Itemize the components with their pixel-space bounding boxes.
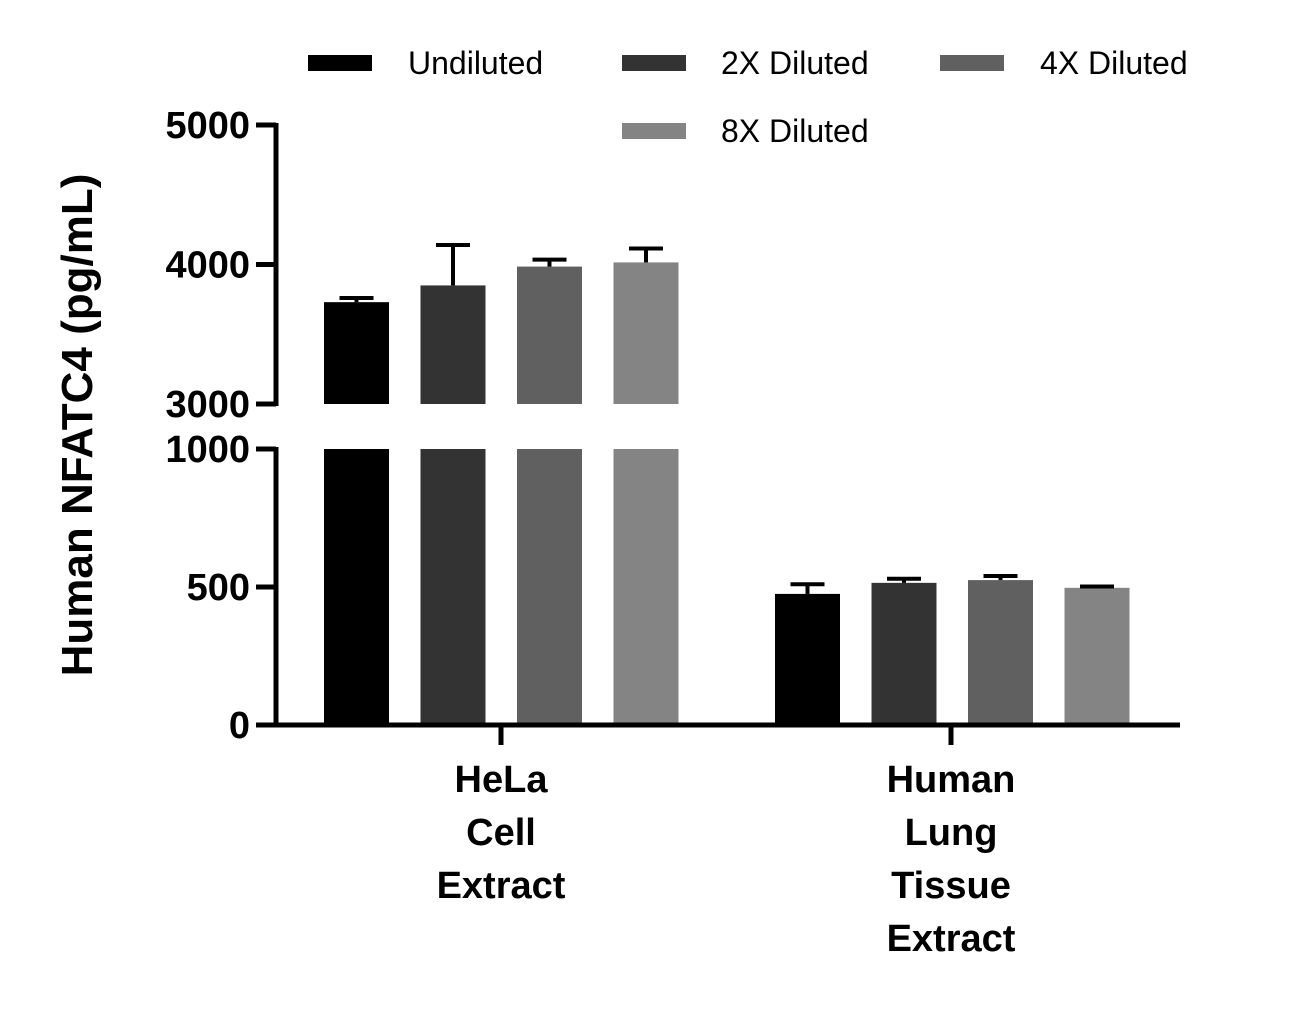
axes [256,123,1180,745]
legend-item-8x-diluted: 8X Diluted [622,113,869,149]
bar-2x-diluted-group-2 [871,582,937,725]
bar-2x-diluted-group-1 [420,285,486,404]
legend-item-undiluted: Undiluted [308,45,543,81]
legend-swatch-undiluted [308,55,372,71]
legend-label-2x-diluted: 2X Diluted [721,45,869,81]
bar-undiluted-group-2 [775,593,840,725]
bar-8x-diluted-group-1 [613,262,679,404]
bar-undiluted-group-1-lower [324,449,389,725]
error-bars [339,242,1114,594]
x-category-label-1: HeLa Cell Extract [437,759,566,907]
legend: Undiluted 2X Diluted 4X Diluted 8X Diluted [308,45,1188,149]
legend-swatch-2x-diluted [622,55,686,71]
legend-label-4x-diluted: 4X Diluted [1040,45,1188,81]
x-category-label-2: Human Lung Tissue Extract [887,759,1016,960]
error-bar-4x-diluted-group-2 [983,573,1018,581]
y-tick-label-5000: 5000 [165,105,250,147]
bar-8x-diluted-group-2 [1064,587,1130,725]
bar-8x-diluted-group-1-lower [613,449,679,725]
error-bar-2x-diluted-group-2 [887,576,921,583]
error-bar-undiluted-group-2 [790,582,825,594]
error-bar-undiluted-group-1 [339,295,374,303]
error-bar-2x-diluted-group-1 [436,242,470,286]
x-category-labels: HeLa Cell Extract Human Lung Tissue Extract [437,759,1016,960]
error-bar-4x-diluted-group-1 [532,257,567,267]
y-tick-label-1000: 1000 [165,429,250,471]
bar-4x-diluted-group-2 [968,580,1033,725]
y-tick-label-3000: 3000 [165,384,250,426]
legend-swatch-8x-diluted [622,123,686,139]
legend-item-4x-diluted: 4X Diluted [940,45,1188,81]
legend-label-undiluted: Undiluted [408,45,543,81]
bar-undiluted-group-1 [324,302,389,404]
y-tick-label-4000: 4000 [165,245,250,287]
y-tick-label-0: 0 [229,705,250,747]
y-axis-title: Human NFATC4 (pg/mL) [53,174,102,677]
y-tick-label-500: 500 [187,567,250,609]
legend-swatch-4x-diluted [940,55,1004,71]
error-bar-8x-diluted-group-1 [629,246,663,263]
legend-label-8x-diluted: 8X Diluted [721,113,869,149]
error-bar-8x-diluted-group-2 [1080,584,1114,589]
bars [324,262,1130,725]
legend-item-2x-diluted: 2X Diluted [622,45,869,81]
bar-4x-diluted-group-1-lower [517,449,582,725]
bar-4x-diluted-group-1 [517,266,582,404]
bar-2x-diluted-group-1-lower [420,449,486,725]
